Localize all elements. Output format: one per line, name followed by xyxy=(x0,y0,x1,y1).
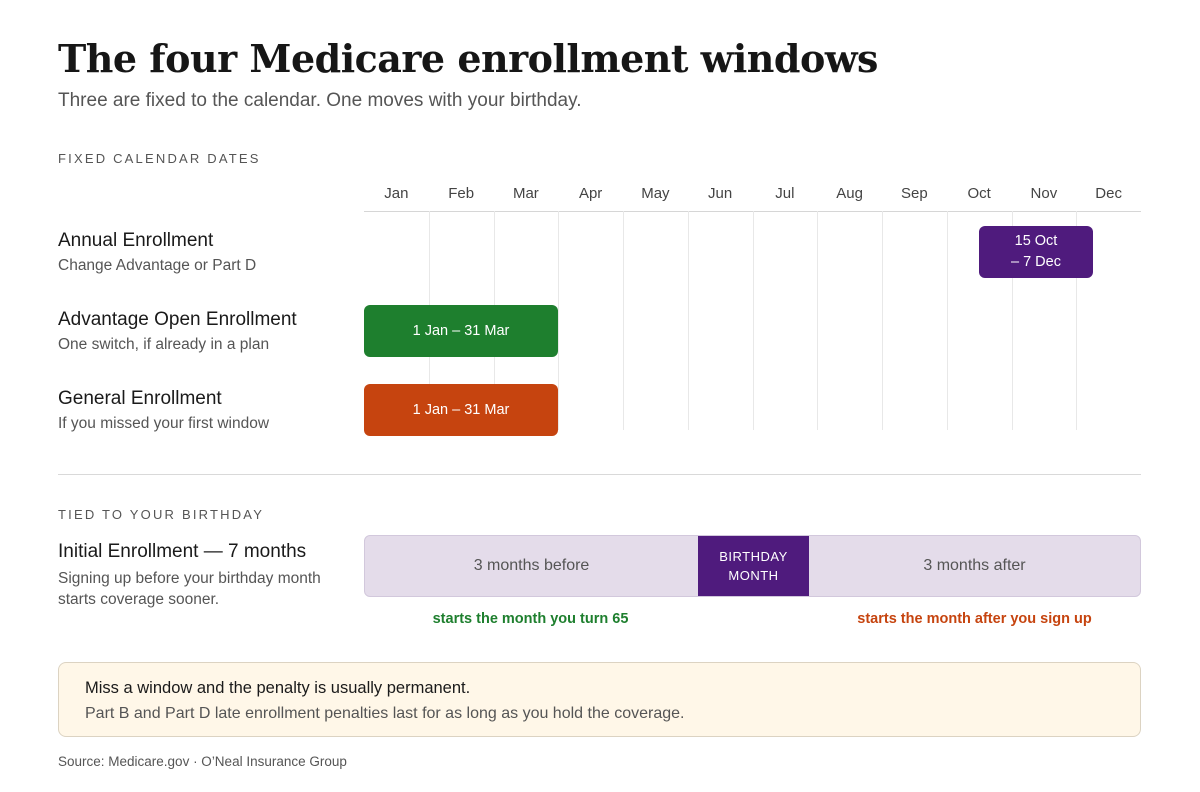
month-label: Dec xyxy=(1095,185,1122,202)
gridline xyxy=(687,211,753,430)
callout-title: Miss a window and the penalty is usually… xyxy=(85,679,471,697)
section-label-birthday: TIED TO YOUR BIRTHDAY xyxy=(58,507,265,522)
month-axis: Jan Feb Mar Apr May Jun Jul Aug Sep Oct … xyxy=(364,185,1141,212)
month-label: Jun xyxy=(708,185,733,202)
month-label: May xyxy=(641,185,670,202)
segment-birthday-month: BIRTHDAY MONTH xyxy=(698,536,809,596)
initial-enrollment-title: Initial Enrollment — 7 months xyxy=(58,541,307,562)
annual-enrollment-subtitle: Change Advantage or Part D xyxy=(58,257,257,274)
gridline xyxy=(1076,211,1141,430)
month-label: Apr xyxy=(578,185,603,202)
section-divider xyxy=(58,474,1141,475)
gridline xyxy=(558,211,623,430)
month-label: Aug xyxy=(836,185,863,202)
general-enrollment-subtitle: If you missed your first window xyxy=(58,415,270,432)
gridline xyxy=(1011,211,1077,430)
advantage-open-enrollment-bar: 1 Jan – 31 Mar xyxy=(364,305,558,357)
annual-enrollment-bar: 15 Oct – 7 Dec xyxy=(979,226,1093,278)
gridline xyxy=(752,211,818,430)
page-title: The four Medicare enrollment windows xyxy=(58,36,878,81)
callout-body: Part B and Part D late enrollment penalt… xyxy=(85,705,685,722)
initial-enrollment-track: 3 months before BIRTHDAY MONTH 3 months … xyxy=(364,535,1141,597)
annual-enrollment-title: Annual Enrollment xyxy=(58,230,214,251)
general-enrollment-title: General Enrollment xyxy=(58,388,222,409)
gridline xyxy=(817,211,882,430)
gridline xyxy=(882,211,947,430)
month-label: Nov xyxy=(1030,185,1058,202)
segment-months-before: 3 months before xyxy=(473,557,590,574)
initial-enrollment-subtitle: Signing up before your birthday month st… xyxy=(58,570,321,608)
penalty-callout: Miss a window and the penalty is usually… xyxy=(58,662,1141,737)
source-credit: Source: Medicare.gov · O’Neal Insurance … xyxy=(58,754,347,769)
month-label: Jan xyxy=(384,185,409,202)
month-label: Mar xyxy=(512,185,539,202)
gridline xyxy=(946,211,1012,430)
month-label: Sep xyxy=(901,185,928,202)
advantage-open-enrollment-subtitle: One switch, if already in a plan xyxy=(58,336,270,353)
note-coverage-after: starts the month after you sign up xyxy=(857,611,1092,627)
general-enrollment-bar: 1 Jan – 31 Mar xyxy=(364,384,558,436)
month-label: Jul xyxy=(775,185,795,202)
month-label: Feb xyxy=(448,185,475,202)
gridline xyxy=(623,211,688,430)
month-label: Oct xyxy=(967,185,991,202)
section-label-fixed-dates: FIXED CALENDAR DATES xyxy=(58,151,261,166)
note-coverage-before: starts the month you turn 65 xyxy=(432,611,629,627)
advantage-open-enrollment-title: Advantage Open Enrollment xyxy=(58,309,297,330)
page-subtitle: Three are fixed to the calendar. One mov… xyxy=(58,90,582,111)
segment-months-after: 3 months after xyxy=(923,557,1026,574)
